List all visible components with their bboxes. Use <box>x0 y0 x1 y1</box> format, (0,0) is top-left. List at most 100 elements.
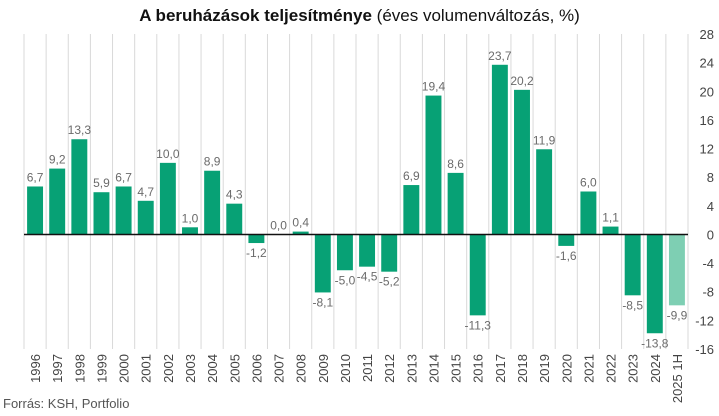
bar <box>93 192 110 235</box>
x-tick-label: 2005 <box>227 354 242 383</box>
x-tick-label: 2022 <box>604 354 619 383</box>
data-label: 6,0 <box>580 176 597 190</box>
x-tick-label: 2025 1H <box>670 354 685 403</box>
data-label: -1,2 <box>246 246 267 260</box>
x-tick-label: 2015 <box>449 354 464 383</box>
x-tick-label: 2024 <box>648 354 663 383</box>
grid-lines <box>23 34 689 349</box>
bar <box>624 234 641 296</box>
data-label: 11,9 <box>533 133 556 147</box>
bar <box>668 234 685 306</box>
bar <box>314 234 331 293</box>
source-note: Forrás: KSH, Portfolio <box>3 396 130 411</box>
bar <box>49 168 66 235</box>
bar <box>425 95 442 235</box>
data-label: 20,2 <box>510 74 534 88</box>
y-tick-label: 0 <box>707 227 714 242</box>
data-label: 9,2 <box>49 153 66 167</box>
y-tick-label: 12 <box>700 142 714 157</box>
x-tick-label: 1996 <box>28 354 43 383</box>
x-tick-label: 2023 <box>626 354 641 383</box>
x-tick-label: 2017 <box>493 354 508 383</box>
data-label: -8,1 <box>312 295 333 309</box>
data-label: 8,6 <box>447 157 464 171</box>
data-label: 1,1 <box>602 211 619 225</box>
bar <box>491 64 508 235</box>
bar <box>248 234 265 244</box>
x-tick-label: 2018 <box>515 354 530 383</box>
bar <box>602 226 619 235</box>
x-tick-label: 2008 <box>294 354 309 383</box>
bar <box>226 203 243 235</box>
data-label: -9,9 <box>667 308 688 322</box>
y-tick-label: -4 <box>702 256 714 271</box>
chart-title-bold: A beruházások teljesítménye <box>139 6 372 25</box>
bars <box>27 64 685 334</box>
x-tick-label: 2012 <box>382 354 397 383</box>
bar <box>580 191 597 235</box>
data-label: -13,8 <box>641 336 669 350</box>
x-tick-label: 2016 <box>471 354 486 383</box>
data-label: 19,4 <box>422 80 446 94</box>
bar <box>447 172 464 235</box>
x-tick-label: 2006 <box>249 354 264 383</box>
chart-title-rest: (éves volumenváltozás, %) <box>371 6 580 25</box>
bar <box>469 234 486 316</box>
data-label: -5,0 <box>335 273 356 287</box>
y-tick-label: 24 <box>700 56 714 71</box>
x-tick-label: 1999 <box>94 354 109 383</box>
bar <box>115 186 132 235</box>
bar <box>381 234 398 272</box>
data-label: 8,9 <box>204 155 221 169</box>
y-tick-label: 16 <box>700 113 714 128</box>
data-label: 10,0 <box>156 147 180 161</box>
bar <box>336 234 353 271</box>
bar <box>182 227 198 235</box>
data-label: 6,9 <box>403 169 420 183</box>
y-axis-ticks: -16 -12 -8 -4 0 4 8 12 16 20 24 28 <box>695 27 714 357</box>
x-tick-label: 2001 <box>139 354 154 383</box>
x-tick-label: 2003 <box>183 354 198 383</box>
y-tick-label: 4 <box>707 199 714 214</box>
x-tick-label: 2004 <box>205 354 220 383</box>
x-tick-label: 1997 <box>50 354 65 383</box>
data-label: 13,3 <box>68 123 92 137</box>
x-tick-label: 2010 <box>338 354 353 383</box>
x-tick-label: 2019 <box>537 354 552 383</box>
y-tick-label: 8 <box>707 170 714 185</box>
data-label: 0,0 <box>270 218 287 232</box>
bar <box>646 234 663 334</box>
x-tick-label: 2011 <box>360 354 375 382</box>
bar <box>159 162 176 235</box>
y-tick-label: 20 <box>700 84 714 99</box>
x-tick-label: 2002 <box>161 354 176 383</box>
y-tick-label: -16 <box>695 342 714 357</box>
x-axis-ticks: 1996 1997 1998 1999 2000 2001 2002 2003 2004 2005… <box>28 354 685 403</box>
data-label: 6,7 <box>27 170 44 184</box>
y-tick-label: -12 <box>695 313 714 328</box>
x-tick-label: 2021 <box>581 354 596 383</box>
x-tick-label: 1998 <box>72 354 87 383</box>
x-tick-label: 2009 <box>316 354 331 383</box>
data-label: 1,0 <box>182 211 199 225</box>
data-labels: 6,7 9,2 13,3 5,9 6,7 4,7 10,0 1,0 8,9 4,3 -1,20,0 0… <box>27 49 688 350</box>
bar <box>292 231 309 235</box>
chart-title: A beruházások teljesítménye (éves volume… <box>0 6 719 26</box>
bar <box>71 139 88 235</box>
bar <box>536 149 553 235</box>
data-label: 4,7 <box>137 185 154 199</box>
x-tick-label: 2013 <box>404 354 419 383</box>
y-tick-label: -8 <box>702 285 714 300</box>
y-tick-label: 28 <box>700 27 714 42</box>
bar <box>514 89 530 235</box>
bar <box>137 200 154 235</box>
data-label: 23,7 <box>488 49 512 63</box>
data-label: -1,6 <box>556 249 577 263</box>
bar <box>558 234 575 246</box>
bar <box>27 186 44 235</box>
bar <box>359 234 376 267</box>
x-tick-label: 2007 <box>272 354 287 383</box>
data-label: 5,9 <box>93 176 110 190</box>
x-tick-label: 2020 <box>559 354 574 383</box>
